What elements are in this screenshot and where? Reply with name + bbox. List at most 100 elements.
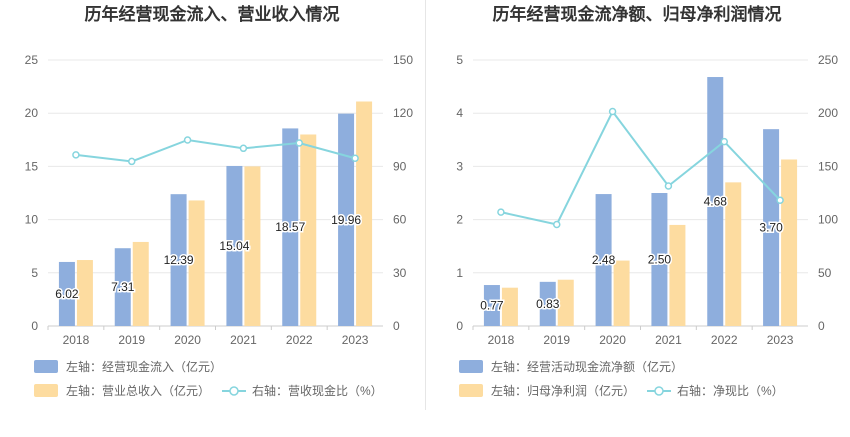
- line-point: [776, 196, 784, 204]
- data-label: 0.77: [480, 299, 504, 313]
- data-label: 15.04: [219, 239, 249, 253]
- x-tick-label: 2022: [286, 333, 313, 347]
- x-tick-label: 2018: [488, 333, 515, 347]
- data-label: 3.70: [759, 221, 783, 235]
- y-left-tick-label: 0: [456, 319, 463, 333]
- bar-series1: [707, 77, 724, 326]
- bar-series2: [76, 260, 93, 326]
- line-point: [128, 157, 136, 166]
- bar-series2: [613, 260, 630, 326]
- legend: 左轴：经营现金流入（亿元） 左轴：营业总收入（亿元） 右轴：营收现金比（%）: [34, 359, 383, 398]
- y-right-tick-label: 50: [818, 266, 832, 280]
- legend-swatch-series2: [34, 384, 58, 397]
- legend-label-series2: 左轴：归母净利润（亿元）: [491, 383, 635, 398]
- bar-series2: [781, 159, 798, 326]
- y-right-tick-label: 150: [818, 159, 838, 173]
- line-point: [239, 144, 248, 153]
- y-left-tick-label: 5: [456, 53, 463, 67]
- bar-series2: [725, 182, 742, 326]
- bar-series1: [651, 193, 668, 326]
- data-label: 2.48: [592, 253, 616, 267]
- x-tick-label: 2020: [174, 333, 201, 347]
- line-point: [720, 137, 728, 146]
- y-right-tick-label: 200: [818, 106, 838, 120]
- y-left-tick-label: 0: [31, 319, 38, 333]
- y-left-tick-label: 15: [25, 159, 39, 173]
- bar-series2: [188, 200, 205, 326]
- legend-label-series1: 左轴：经营活动现金流净额（亿元）: [491, 359, 683, 374]
- y-right-tick-label: 120: [393, 106, 413, 120]
- y-left-tick-label: 10: [25, 213, 39, 227]
- panel-divider: [425, 0, 426, 410]
- line-point: [351, 154, 359, 162]
- y-left-tick-label: 3: [456, 159, 463, 173]
- y-right-tick-label: 90: [393, 159, 407, 173]
- bar-series1: [282, 128, 299, 326]
- y-right-tick-label: 60: [393, 213, 407, 227]
- legend-swatch-line-marker: [229, 386, 239, 396]
- data-label: 18.57: [275, 220, 305, 234]
- bar-series2: [356, 101, 373, 326]
- chart-title: 历年经营现金流净额、归母净利润情况: [493, 4, 782, 24]
- bar-series1: [114, 248, 131, 326]
- legend: 左轴：经营活动现金流净额（亿元） 左轴：归母净利润（亿元） 右轴：净现比（%）: [459, 359, 784, 398]
- x-tick-label: 2022: [711, 333, 738, 347]
- line-point: [295, 139, 303, 147]
- chart-title: 历年经营现金流入、营业收入情况: [85, 4, 340, 24]
- x-tick-label: 2019: [118, 333, 145, 347]
- y-left-tick-label: 4: [456, 106, 463, 120]
- y-right-tick-label: 0: [818, 319, 825, 333]
- data-label: 4.68: [704, 195, 728, 209]
- y-right-tick-label: 100: [818, 213, 838, 227]
- line-series: [75, 138, 356, 163]
- x-tick-label: 2019: [543, 333, 570, 347]
- bar-series2: [132, 241, 149, 326]
- line-point: [553, 220, 561, 229]
- chart-panel-cashflow-revenue: 历年经营现金流入、营业收入情况 0 0 5 30 10 60 15 90 20 120 25 150 20…: [25, 4, 414, 398]
- legend-label-line: 右轴：营收现金比（%）: [252, 383, 383, 398]
- data-label: 0.83: [536, 297, 560, 311]
- x-tick-label: 2023: [767, 333, 794, 347]
- bar-series2: [501, 287, 518, 326]
- chart-svg: 历年经营现金流入、营业收入情况 0 0 5 30 10 60 15 90 20 120 25 150 20…: [25, 4, 414, 398]
- line-series: [500, 109, 781, 226]
- bar-series1: [595, 194, 612, 326]
- line-point: [664, 182, 673, 190]
- y-left-tick-label: 5: [31, 266, 38, 280]
- bar-series1: [170, 194, 187, 326]
- x-tick-label: 2020: [599, 333, 626, 347]
- line-point: [183, 136, 192, 144]
- bar-series2: [244, 166, 261, 326]
- bar-series1: [483, 285, 500, 326]
- y-left-tick-label: 25: [25, 53, 39, 67]
- y-left-tick-label: 20: [25, 106, 39, 120]
- bar-series1: [226, 165, 243, 326]
- data-label: 2.50: [648, 253, 672, 267]
- bar-series1: [763, 129, 780, 326]
- y-right-tick-label: 0: [393, 319, 400, 333]
- data-label: 19.96: [331, 213, 361, 227]
- line-point: [72, 151, 80, 159]
- legend-swatch-series1: [459, 360, 483, 373]
- data-label: 12.39: [164, 253, 194, 267]
- legend-label-series1: 左轴：经营现金流入（亿元）: [66, 359, 222, 374]
- legend-swatch-series1: [34, 360, 58, 373]
- y-right-tick-label: 250: [818, 53, 838, 67]
- y-right-tick-label: 30: [393, 266, 407, 280]
- data-label: 7.31: [111, 280, 135, 294]
- bar-series1: [338, 113, 355, 326]
- legend-label-series2: 左轴：营业总收入（亿元）: [66, 383, 210, 398]
- line-point: [497, 208, 505, 216]
- bar-series2: [669, 224, 686, 326]
- chart-panel-netcash-profit: 历年经营现金流净额、归母净利润情况 0 0 1 50 2 100 3 150 4 200 5 250 20…: [425, 0, 850, 437]
- x-tick-label: 2018: [63, 333, 90, 347]
- line-point: [608, 107, 617, 116]
- data-label: 6.02: [55, 287, 79, 301]
- y-left-tick-label: 2: [456, 213, 463, 227]
- y-left-tick-label: 1: [456, 266, 463, 280]
- legend-swatch-line-marker: [654, 386, 664, 396]
- legend-label-line: 右轴：净现比（%）: [677, 383, 784, 398]
- bar-series1: [539, 281, 556, 326]
- bar-series2: [557, 279, 574, 326]
